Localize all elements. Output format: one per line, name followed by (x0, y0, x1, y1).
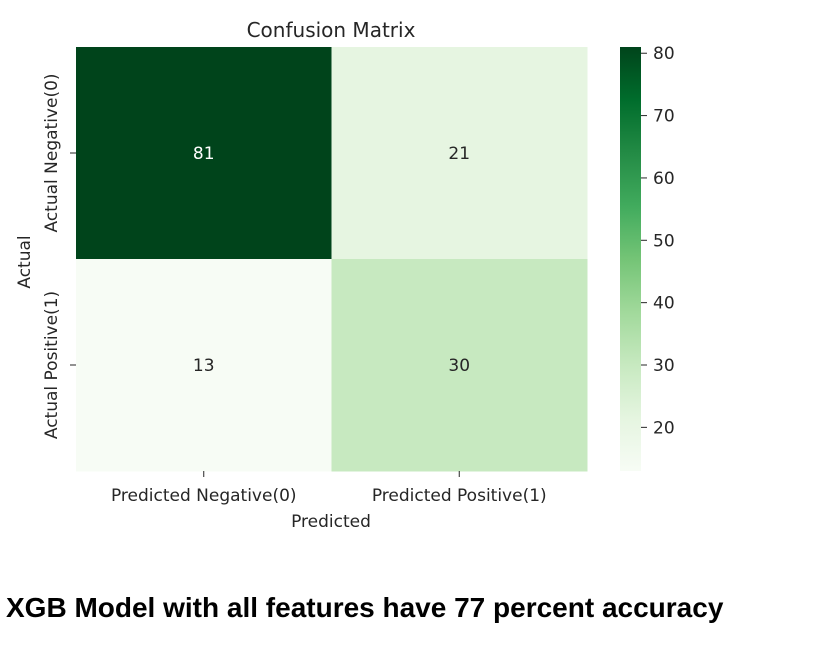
cell-value-label: 81 (193, 144, 215, 164)
colorbar (620, 47, 641, 471)
cell-value-label: 13 (193, 356, 215, 376)
y-axis-ticks: Actual Negative(0) Actual Positive(1) (42, 73, 76, 439)
colorbar-tick-label: 30 (653, 356, 675, 376)
x-axis-ticks: Predicted Negative(0) Predicted Positive(… (111, 471, 547, 506)
y-tick-label: Actual Negative(0) (42, 73, 62, 232)
colorbar-tick-label: 20 (653, 418, 675, 438)
colorbar-tick-label: 40 (653, 294, 675, 314)
cell-value-label: 30 (448, 356, 470, 376)
colorbar-tick-label: 50 (653, 231, 675, 251)
cell-value-label: 21 (448, 144, 470, 164)
confusion-matrix-chart: Confusion Matrix 81 21 13 30 Predicted Nega… (15, 18, 675, 532)
colorbar-tick-label: 60 (653, 169, 675, 189)
colorbar-tick-label: 80 (653, 44, 675, 64)
heatmap-cell-labels: 81 21 13 30 (193, 144, 470, 376)
y-tick-label: Actual Positive(1) (42, 291, 62, 439)
heatmap-cell (76, 259, 332, 472)
chart-title: Confusion Matrix (247, 18, 416, 42)
heatmap-cell (76, 47, 332, 260)
y-axis-label: Actual (15, 235, 35, 288)
heatmap-cell (331, 259, 588, 472)
colorbar-tick-label: 70 (653, 107, 675, 127)
heatmap-cells (76, 47, 588, 472)
x-tick-label: Predicted Negative(0) (111, 486, 297, 506)
heatmap-cell (331, 47, 588, 260)
model-accuracy-caption: XGB Model with all features have 77 perc… (6, 592, 724, 623)
x-tick-label: Predicted Positive(1) (372, 486, 547, 506)
colorbar-ticks: 20 30 40 50 60 70 80 (641, 44, 675, 438)
x-axis-label: Predicted (291, 512, 371, 532)
